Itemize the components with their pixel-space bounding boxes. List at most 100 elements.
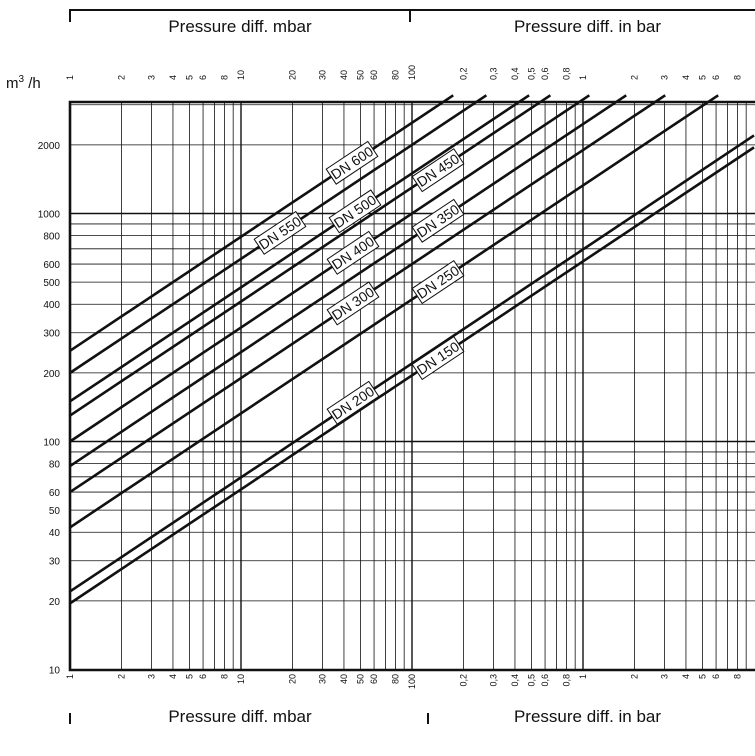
x-tick-label-top: 4 <box>168 75 178 80</box>
series-label-box <box>328 189 382 234</box>
x-tick-label-bottom: 1 <box>578 674 588 679</box>
x-tick-label-bottom: 0,2 <box>458 674 468 687</box>
y-tick-label: 300 <box>43 329 60 340</box>
y-tick-label: 80 <box>49 460 61 471</box>
series-label: DN 550 <box>253 210 307 255</box>
series-line <box>69 94 454 352</box>
x-tick-label-top: 20 <box>287 70 297 80</box>
x-tick-label-top: 80 <box>390 70 400 80</box>
x-tick-label-bottom: 0,5 <box>527 674 537 687</box>
x-tick-label-top: 1 <box>65 75 75 80</box>
x-tick-label-top: 4 <box>681 75 691 80</box>
series-label-box <box>326 230 380 275</box>
y-axis-unit-exp: 3 <box>19 74 25 85</box>
x-tick-label-bottom: 60 <box>369 674 379 684</box>
x-tick-label-bottom: 5 <box>698 674 708 679</box>
x-tick-label-bottom: 2 <box>116 674 126 679</box>
x-tick-label-top: 0,2 <box>458 67 468 80</box>
x-tick-label-bottom: 50 <box>356 674 366 684</box>
y-tick-label: 20 <box>49 597 61 608</box>
series-label: DN 600 <box>325 140 379 185</box>
x-tick-label-top: 0,5 <box>527 67 537 80</box>
x-tick-label-top: 3 <box>147 75 157 80</box>
x-tick-label-bottom: 0,6 <box>540 674 550 687</box>
y-tick-label: 100 <box>43 438 60 449</box>
x-tick-label-bottom: 0,8 <box>561 674 571 687</box>
y-tick-label: 30 <box>49 557 61 568</box>
x-tick-label-top: 1 <box>578 75 588 80</box>
axis-box <box>68 100 755 672</box>
x-tick-label-bottom: 6 <box>198 674 208 679</box>
x-tick-label-top: 6 <box>711 75 721 80</box>
x-tick-label-bottom: 8 <box>732 674 742 679</box>
header-top-bracket <box>69 9 755 22</box>
header-top-right: Pressure diff. in bar <box>513 17 662 36</box>
x-tick-label-top: 60 <box>369 70 379 80</box>
x-tick-label-bottom: 80 <box>390 674 400 684</box>
x-tick-label-bottom: 40 <box>339 674 349 684</box>
x-tick-label-top: 100 <box>407 65 417 80</box>
x-tick-label-bottom: 1 <box>65 674 75 679</box>
y-tick-label: 400 <box>43 300 60 311</box>
x-tick-label-bottom: 3 <box>147 674 157 679</box>
series-line <box>69 94 627 468</box>
y-tick-labels: 10 20 30 40 50 60 80 100 200 300 400 500 600 800 1000 2… <box>38 141 61 677</box>
x-tick-label-top: 50 <box>356 70 366 80</box>
x-tick-label-bottom: 10 <box>236 674 246 684</box>
x-tick-label-top: 0,6 <box>540 67 550 80</box>
x-tick-label-top: 6 <box>198 75 208 80</box>
x-tick-label-top: 0,8 <box>561 67 571 80</box>
x-tick-label-bottom: 4 <box>168 674 178 679</box>
x-tick-label-bottom: 30 <box>318 674 328 684</box>
x-tick-label-bottom: 20 <box>287 674 297 684</box>
x-tick-label-bottom: 5 <box>185 674 195 679</box>
y-axis-label: m3 /h <box>6 74 41 92</box>
series-label-box <box>253 210 307 255</box>
series-label-box <box>411 148 465 193</box>
y-tick-label: 2000 <box>38 141 61 152</box>
x-tick-label-bottom: 0,3 <box>489 674 499 687</box>
header-brackets <box>69 9 755 724</box>
series-label-box <box>326 380 380 425</box>
header-bottom-right: Pressure diff. in bar <box>513 707 662 726</box>
x-tick-label-top: 2 <box>116 75 126 80</box>
x-tick-label-bottom: 6 <box>711 674 721 679</box>
header-top-left: Pressure diff. mbar <box>168 17 312 36</box>
x-tick-label-top: 3 <box>660 75 670 80</box>
y-tick-label: 1000 <box>38 210 61 221</box>
x-tick-label-top: 0,3 <box>489 67 499 80</box>
x-tick-label-top: 0,4 <box>510 67 520 80</box>
bottom-tick-labels: 1 2 3 4 5 6 8 10 20 30 40 50 60 80 100 0,2 0,3 0,4 0,5 0,6 0… <box>65 674 742 689</box>
y-tick-label: 40 <box>49 528 61 539</box>
x-tick-label-bottom: 8 <box>219 674 229 679</box>
series-line <box>69 94 552 417</box>
series-line <box>69 146 755 605</box>
y-tick-label: 800 <box>43 232 60 243</box>
y-tick-label: 600 <box>43 260 60 271</box>
series-line <box>69 94 591 443</box>
series-label-box <box>326 281 380 326</box>
x-tick-label-bottom: 4 <box>681 674 691 679</box>
series-line <box>69 94 530 403</box>
y-tick-label: 10 <box>49 666 61 677</box>
x-tick-label-bottom: 0,4 <box>510 674 520 687</box>
y-tick-label: 50 <box>49 506 61 517</box>
series-line <box>69 94 719 529</box>
x-tick-label-bottom: 3 <box>660 674 670 679</box>
x-tick-label-top: 2 <box>629 75 639 80</box>
series-label-box <box>411 260 465 305</box>
x-tick-label-top: 40 <box>339 70 349 80</box>
series-line <box>69 134 755 593</box>
y-tick-label: 60 <box>49 488 61 499</box>
x-tick-label-top: 5 <box>698 75 708 80</box>
x-tick-label-bottom: 100 <box>407 674 417 689</box>
x-tick-label-top: 10 <box>236 70 246 80</box>
x-tick-label-top: 5 <box>185 75 195 80</box>
series-label-box <box>411 198 465 243</box>
plot-frame <box>68 100 755 672</box>
x-tick-label-top: 8 <box>219 75 229 80</box>
top-tick-labels: 1 2 3 4 5 6 8 10 20 30 40 50 60 80 100 0,2 0,3 0,4 0,5 0,6 0… <box>65 65 742 80</box>
x-tick-label-top: 30 <box>318 70 328 80</box>
